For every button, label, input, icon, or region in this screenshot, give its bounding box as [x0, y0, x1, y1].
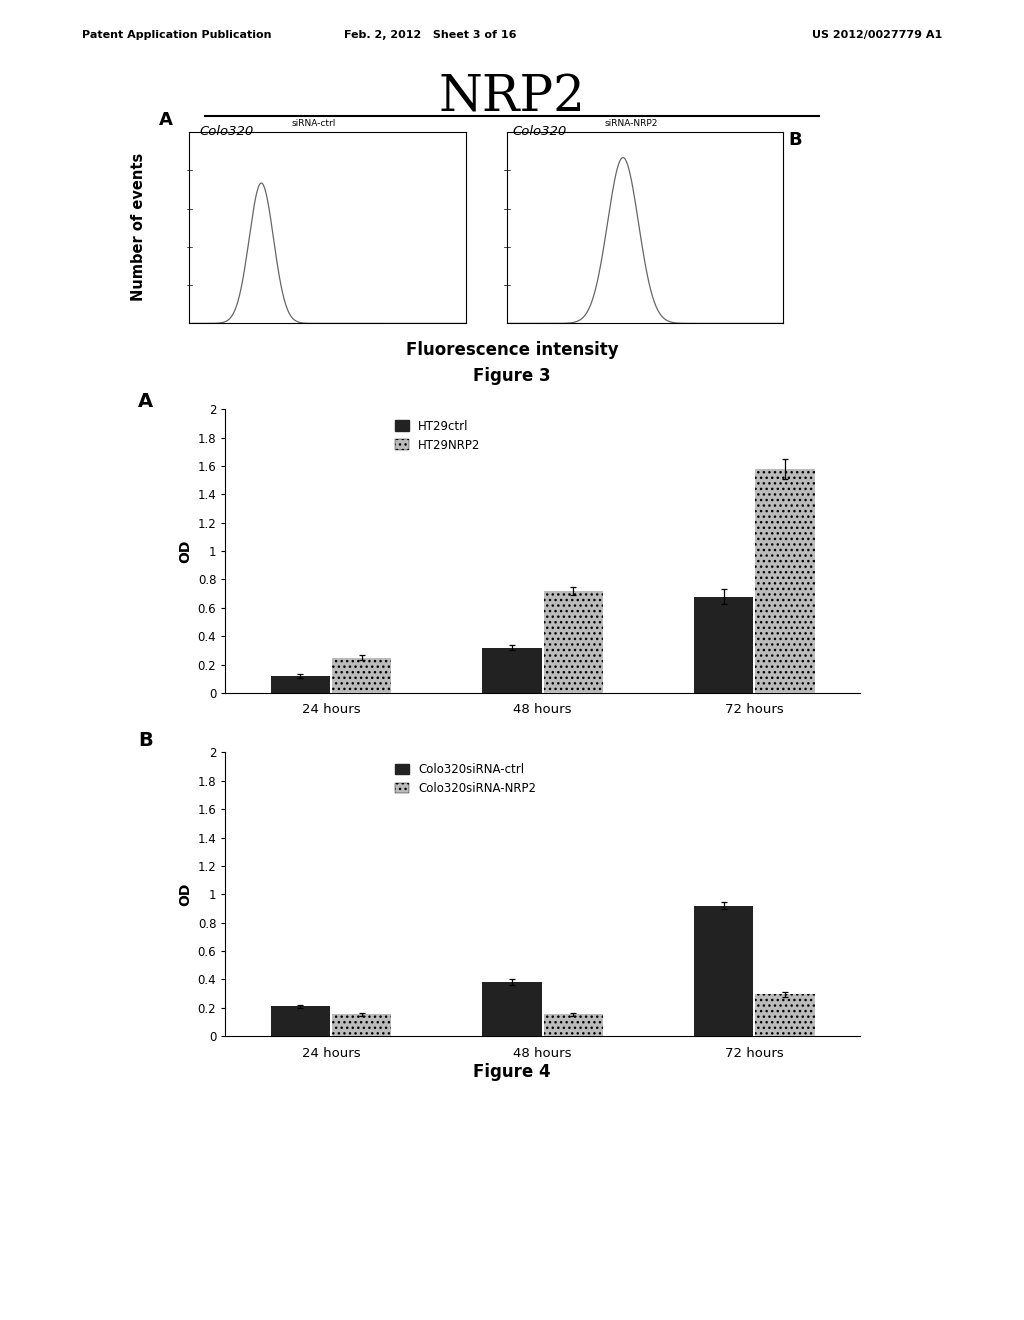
Bar [756, 994, 815, 1036]
Legend: HT29ctrl, HT29NRP2: HT29ctrl, HT29NRP2 [390, 414, 485, 457]
Text: US 2012/0027779 A1: US 2012/0027779 A1 [812, 30, 942, 41]
Bar [544, 1014, 603, 1036]
Text: Colo320: Colo320 [200, 125, 254, 139]
Legend: Colo320siRNA-ctrl, Colo320siRNA-NRP2: Colo320siRNA-ctrl, Colo320siRNA-NRP2 [390, 758, 541, 800]
Bar [482, 982, 542, 1036]
Text: Feb. 2, 2012   Sheet 3 of 16: Feb. 2, 2012 Sheet 3 of 16 [344, 30, 516, 41]
Text: A: A [138, 392, 154, 411]
Text: Fluorescence intensity: Fluorescence intensity [406, 341, 618, 359]
Bar [270, 1006, 330, 1036]
Text: B: B [788, 131, 802, 149]
Y-axis label: OD: OD [178, 540, 191, 562]
Y-axis label: OD: OD [178, 883, 191, 906]
Bar [694, 906, 754, 1036]
Bar [332, 1014, 391, 1036]
Text: NRP2: NRP2 [438, 73, 586, 121]
Text: Colo320: Colo320 [512, 125, 566, 139]
Bar [756, 469, 815, 693]
Text: siRNA-ctrl: siRNA-ctrl [292, 120, 336, 128]
Bar [332, 657, 391, 693]
Bar [694, 597, 754, 693]
Bar [482, 648, 542, 693]
Text: Figure 3: Figure 3 [473, 367, 551, 385]
Text: Patent Application Publication: Patent Application Publication [82, 30, 271, 41]
Text: Figure 4: Figure 4 [473, 1063, 551, 1081]
Bar [544, 591, 603, 693]
Text: B: B [138, 731, 153, 750]
Text: Number of events: Number of events [131, 153, 145, 301]
Text: siRNA-NRP2: siRNA-NRP2 [604, 120, 657, 128]
Bar [270, 676, 330, 693]
Text: A: A [159, 111, 173, 129]
